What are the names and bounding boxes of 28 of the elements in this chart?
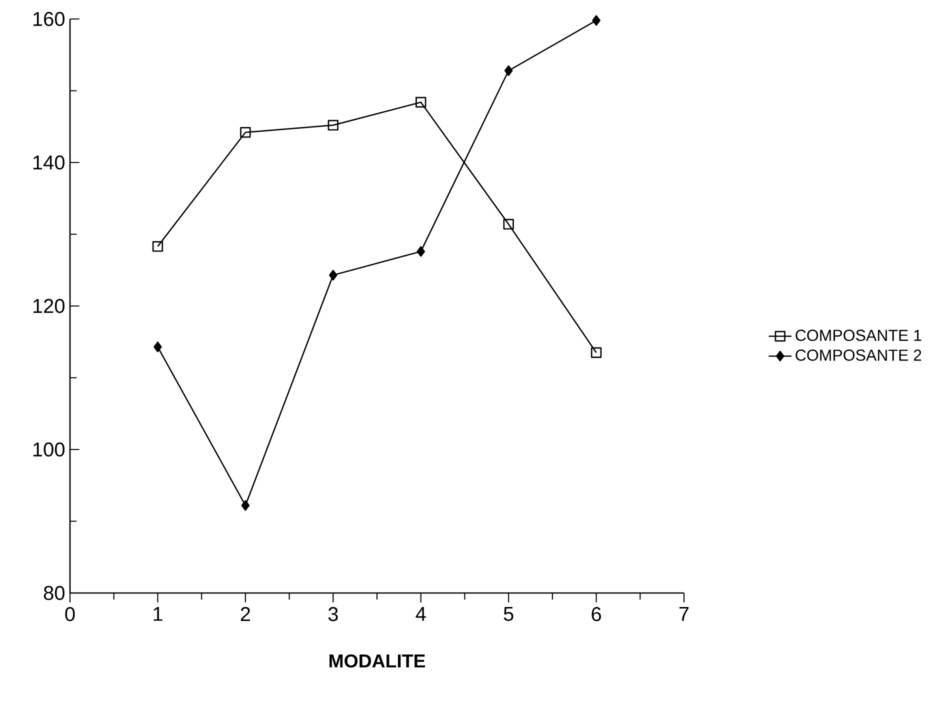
x-axis-title: MODALITE [330,654,426,668]
y-tick-label: 100 [33,442,64,457]
point [590,347,602,358]
y-tick-label: 160 [33,12,64,26]
point [241,500,250,511]
x-tick-label: 7 [679,607,689,621]
point [154,342,162,352]
point [328,270,338,280]
legend-label: COMPOSANTE 2 [796,350,922,361]
y-tick-label: 140 [33,155,64,170]
point [416,246,426,257]
point [240,127,251,138]
x-tick-label: 3 [328,607,338,622]
x-tick-label: 2 [240,607,250,622]
point [504,65,513,76]
point [503,218,514,230]
point [592,15,600,26]
point [416,96,426,108]
x-tick-label: 5 [504,607,514,621]
x-tick-label: 4 [416,607,426,621]
x-tick-label: 1 [154,607,162,621]
y-tick-label: 120 [33,298,64,314]
x-tick-label: 0 [65,607,75,622]
point [152,241,164,252]
y-tick-label: 80 [44,586,64,600]
point [328,120,338,131]
legend-label: COMPOSANTE 1 [796,330,922,341]
x-tick-label: 6 [592,607,601,622]
